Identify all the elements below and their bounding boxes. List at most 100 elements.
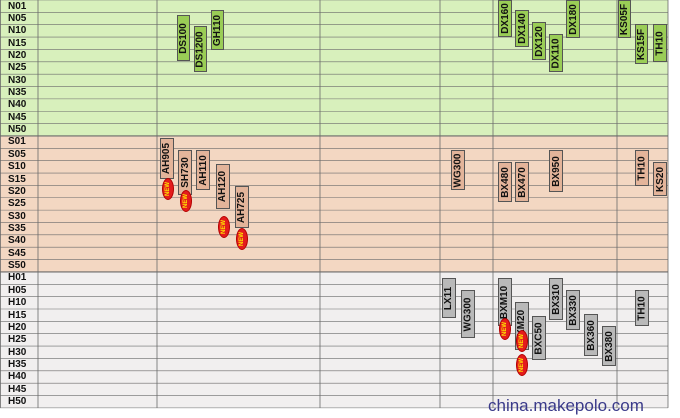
grade-tag-ds1200: DS1200 bbox=[194, 26, 207, 72]
row-band bbox=[0, 98, 668, 112]
row-band bbox=[0, 111, 668, 124]
grade-tag-bx360: BX360 bbox=[584, 314, 598, 356]
row-label: H45 bbox=[8, 383, 27, 395]
grade-tag-label: TH10 bbox=[636, 295, 648, 321]
row-label: N45 bbox=[8, 111, 27, 123]
row-label: N15 bbox=[8, 37, 27, 49]
grade-tag-ks15f: KS15F bbox=[635, 24, 648, 64]
grade-tag-ks05f: KS05F bbox=[618, 0, 631, 38]
grade-tag-bx480: BX480 bbox=[498, 162, 512, 202]
grade-tag-label: GH110 bbox=[212, 14, 224, 46]
row-band bbox=[0, 346, 668, 359]
watermark: china.makepolo.com bbox=[488, 396, 644, 415]
row-band bbox=[0, 383, 668, 396]
row-label: N25 bbox=[8, 62, 27, 74]
new-badge-icon: NEW bbox=[236, 228, 248, 250]
new-badge-icon: NEW bbox=[516, 330, 528, 352]
new-badge-icon: NEW bbox=[516, 354, 528, 376]
row-band bbox=[0, 197, 668, 211]
grade-tag-ah725: AH725 bbox=[235, 186, 249, 228]
grade-tag-label: WG300 bbox=[462, 297, 474, 331]
grade-tag-bx330: BX330 bbox=[566, 290, 580, 330]
grade-tag-label: WG300 bbox=[452, 153, 464, 187]
new-badge-text: NEW bbox=[165, 182, 171, 196]
grade-tag-bx380: BX380 bbox=[602, 326, 616, 366]
new-badge-text: NEW bbox=[519, 358, 525, 372]
row-band bbox=[0, 135, 668, 149]
row-label: N20 bbox=[8, 49, 27, 61]
row-band bbox=[0, 123, 668, 136]
grade-tag-label: DX110 bbox=[550, 37, 562, 69]
grade-tag-wg300: WG300 bbox=[451, 150, 465, 190]
grade-tag-th10: TH10 bbox=[635, 290, 649, 326]
new-badge-icon: NEW bbox=[499, 318, 511, 340]
row-label: N50 bbox=[8, 124, 27, 136]
row-label: S05 bbox=[8, 148, 26, 160]
new-badge-text: NEW bbox=[239, 232, 245, 246]
row-band bbox=[0, 37, 668, 50]
row-label: H15 bbox=[8, 309, 27, 321]
row-label: N40 bbox=[8, 99, 27, 111]
grade-tag-gh110: GH110 bbox=[211, 10, 224, 50]
row-band bbox=[0, 49, 668, 62]
new-badge-text: NEW bbox=[183, 194, 189, 208]
row-band bbox=[0, 247, 668, 260]
row-label: S25 bbox=[8, 198, 26, 210]
new-badge-icon: NEW bbox=[162, 178, 174, 200]
row-label: H50 bbox=[8, 396, 27, 408]
grade-tag-dx180: DX180 bbox=[566, 0, 580, 38]
row-band bbox=[0, 234, 668, 248]
grade-tag-label: DX120 bbox=[533, 25, 545, 57]
grade-tag-label: BX480 bbox=[499, 166, 511, 198]
row-label: S50 bbox=[8, 260, 26, 272]
row-label: H35 bbox=[8, 358, 27, 370]
grade-tag-label: SH730 bbox=[179, 157, 191, 188]
row-band bbox=[0, 259, 668, 272]
grade-tag-th10: TH10 bbox=[635, 150, 649, 186]
new-badge-text: NEW bbox=[221, 220, 227, 234]
row-label: H01 bbox=[8, 272, 27, 284]
row-label: H40 bbox=[8, 371, 27, 383]
row-label: N10 bbox=[8, 25, 27, 37]
row-label: N35 bbox=[8, 87, 27, 99]
grade-tag-label: AH905 bbox=[161, 142, 173, 175]
grade-tag-ah120: AH120 bbox=[216, 164, 230, 209]
grade-tag-label: LX11 bbox=[443, 286, 455, 310]
row-band bbox=[0, 173, 668, 186]
row-band bbox=[0, 210, 668, 223]
grade-tag-label: TH10 bbox=[654, 30, 666, 56]
row-label: H30 bbox=[8, 346, 27, 358]
row-band bbox=[0, 222, 668, 235]
new-badge-icon: NEW bbox=[180, 190, 192, 212]
grade-tag-bxc50: BXC50 bbox=[532, 316, 546, 360]
row-band bbox=[0, 148, 668, 161]
row-band bbox=[0, 370, 668, 384]
row-label: S01 bbox=[8, 136, 26, 148]
grade-tag-label: BX310 bbox=[550, 283, 562, 315]
grade-tag-label: DS100 bbox=[178, 22, 190, 54]
grade-tag-label: DX160 bbox=[499, 3, 511, 34]
grade-tag-label: AH120 bbox=[217, 170, 229, 203]
row-label: S45 bbox=[8, 247, 26, 259]
row-label: S20 bbox=[8, 185, 26, 197]
grade-tag-label: TH10 bbox=[636, 155, 648, 181]
row-label: S10 bbox=[8, 161, 26, 173]
row-band bbox=[0, 61, 668, 75]
grade-tag-label: AH110 bbox=[197, 154, 209, 186]
grade-tag-lx11: LX11 bbox=[442, 278, 456, 318]
row-label: H25 bbox=[8, 334, 27, 346]
new-badge-text: NEW bbox=[519, 334, 525, 348]
row-label: N01 bbox=[8, 0, 27, 12]
grade-tag-dx160: DX160 bbox=[498, 0, 512, 37]
row-label: H05 bbox=[8, 284, 27, 296]
grade-tag-ah905: AH905 bbox=[160, 138, 174, 179]
row-band bbox=[0, 271, 668, 285]
grade-tag-bx950: BX950 bbox=[549, 150, 563, 192]
row-band bbox=[0, 358, 668, 371]
grade-tag-label: BX330 bbox=[567, 294, 579, 326]
row-label: S15 bbox=[8, 173, 26, 185]
grade-tag-ks20: KS20 bbox=[653, 162, 667, 196]
row-label: N05 bbox=[8, 12, 27, 24]
new-badge-text: NEW bbox=[502, 322, 508, 336]
